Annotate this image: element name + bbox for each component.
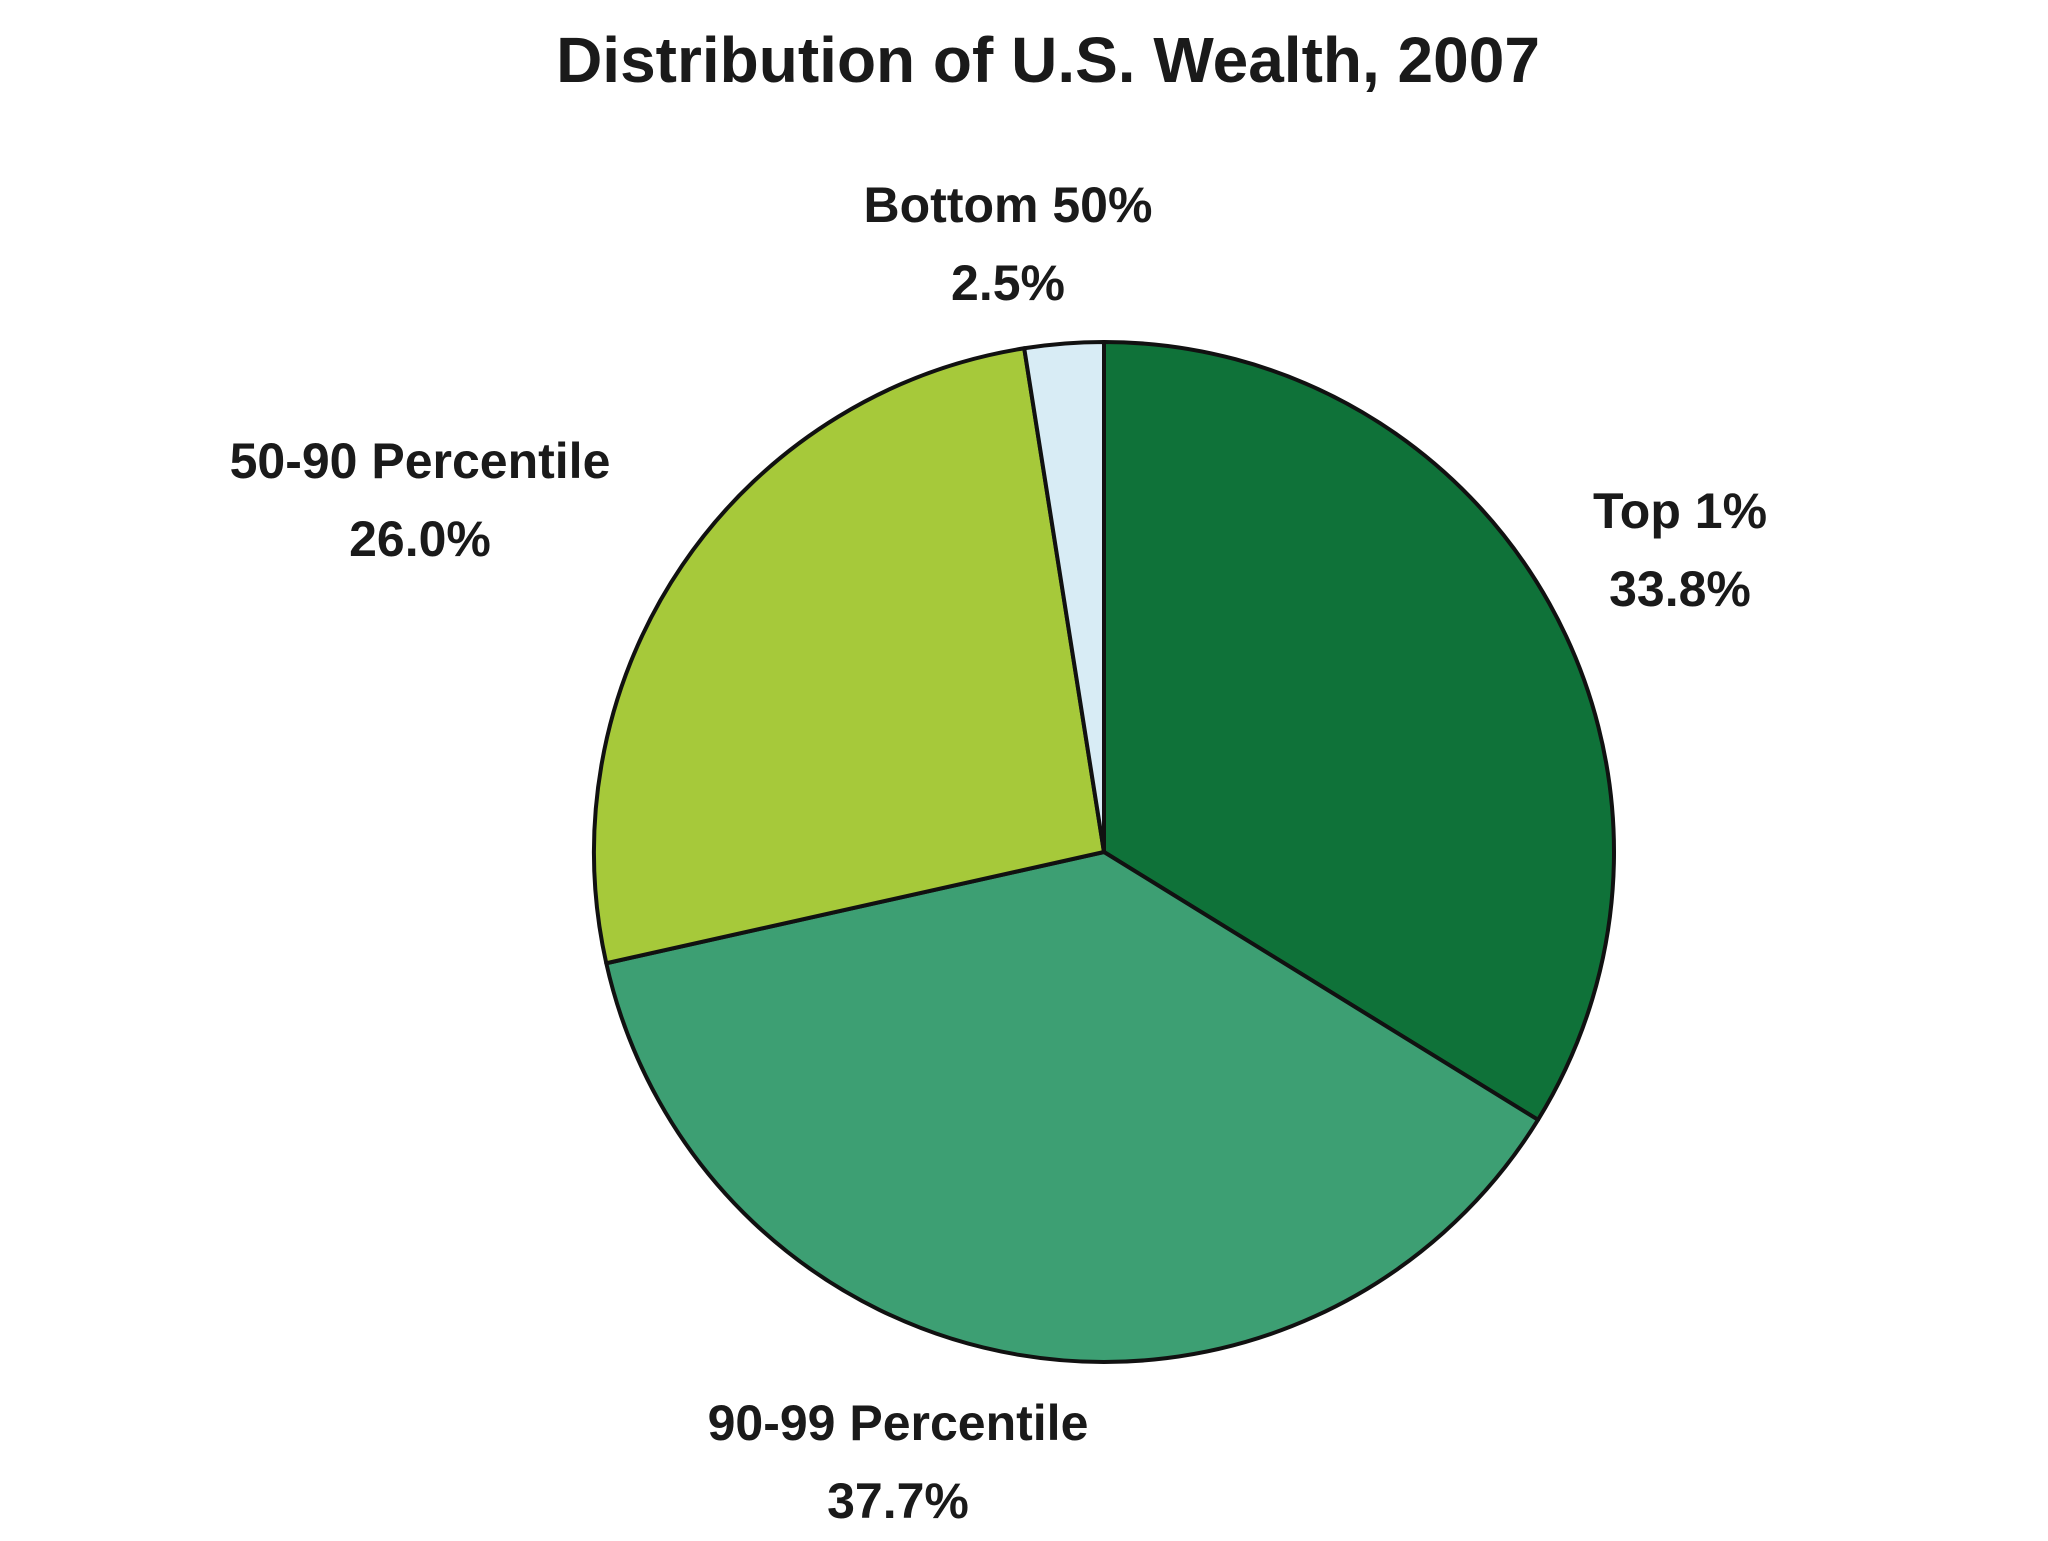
pie-slice-50-90-percentile (591, 346, 1106, 966)
slice-value-label: 33.8% (1609, 561, 1751, 617)
slice-label: Top 1% (1593, 483, 1767, 539)
slice-labels: Top 1% 33.8% 90-99 Percentile 37.7% 50-90 Pe… (230, 177, 1767, 1529)
chart-title: Distribution of U.S. Wealth, 2007 (556, 24, 1540, 96)
slice-value-label: 37.7% (827, 1473, 969, 1529)
slice-label: 90-99 Percentile (708, 1395, 1089, 1451)
pie-slices (591, 340, 1616, 1365)
slice-value-label: 26.0% (349, 511, 491, 567)
pie-slice-top-1 (1102, 340, 1616, 1122)
slice-value-label: 2.5% (951, 255, 1065, 311)
slice-label: 50-90 Percentile (230, 433, 611, 489)
pie-slice-bottom-50 (1022, 340, 1106, 854)
slice-label: Bottom 50% (864, 177, 1153, 233)
pie-slice-90-99-percentile (604, 850, 1541, 1365)
